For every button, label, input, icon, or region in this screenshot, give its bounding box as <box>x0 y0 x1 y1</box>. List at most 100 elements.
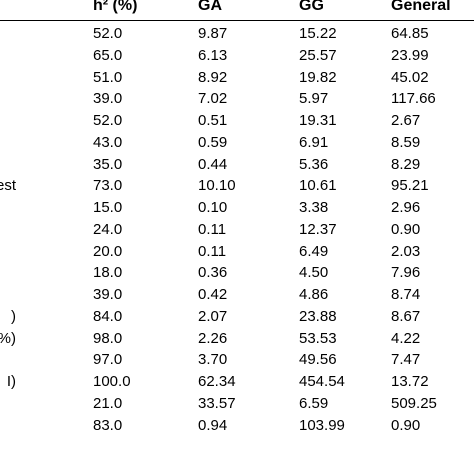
cell-general: 8.74 <box>391 286 421 303</box>
cell-general: 7.47 <box>391 351 421 369</box>
cell-ga: 9.87 <box>198 25 228 42</box>
cell-h2: 43.0 <box>93 133 123 151</box>
cell-h2: 15.0 <box>93 199 123 216</box>
header-ga: GA <box>198 0 222 14</box>
table-row: 21.0 33.57 6.59 509.25 <box>0 394 474 415</box>
cell-general: 8.29 <box>391 155 421 173</box>
cell-general: 45.02 <box>391 68 429 86</box>
cell-h2: 98.0 <box>93 329 123 347</box>
cell-gg: 5.97 <box>299 90 329 108</box>
cell-ga: 33.57 <box>198 394 236 412</box>
cell-ga: 0.59 <box>198 133 228 151</box>
cell-h2: 21.0 <box>93 394 123 412</box>
row-label: ) <box>11 307 16 325</box>
cell-gg: 19.82 <box>299 68 337 86</box>
cell-h2: 51.0 <box>93 68 123 86</box>
cell-ga: 10.10 <box>198 177 236 195</box>
cell-gg: 23.88 <box>299 307 337 325</box>
cell-general: 0.90 <box>391 416 421 434</box>
cell-gg: 4.86 <box>299 286 329 303</box>
row-label: est <box>0 177 16 195</box>
cell-h2: 52.0 <box>93 25 123 42</box>
cell-h2: 39.0 <box>93 286 123 303</box>
cell-h2: 39.0 <box>93 90 123 108</box>
table-row: 20.0 0.11 6.49 2.03 <box>0 242 474 263</box>
cell-gg: 6.59 <box>299 394 329 412</box>
cell-h2: 83.0 <box>93 416 123 434</box>
cell-ga: 0.44 <box>198 155 228 173</box>
cell-h2: 35.0 <box>93 155 123 173</box>
table-row: 52.0 9.87 15.22 64.85 <box>0 24 474 45</box>
table-row: %) 98.0 2.26 53.53 4.22 <box>0 329 474 350</box>
cell-general: 7.96 <box>391 264 421 282</box>
table-row: 39.0 7.02 5.97 117.66 <box>0 89 474 110</box>
table-row: 43.0 0.59 6.91 8.59 <box>0 133 474 154</box>
cell-ga: 0.11 <box>198 220 227 238</box>
table-row: 15.0 0.10 3.38 2.96 <box>0 198 474 219</box>
cell-gg: 15.22 <box>299 25 337 42</box>
table-row: I) 100.0 62.34 454.54 13.72 <box>0 372 474 393</box>
table-row: 39.0 0.42 4.86 8.74 <box>0 285 474 306</box>
cell-gg: 103.99 <box>299 416 345 434</box>
header-gg: GG <box>299 0 324 14</box>
cell-ga: 7.02 <box>198 90 228 108</box>
cell-ga: 2.07 <box>198 307 228 325</box>
cell-ga: 0.42 <box>198 286 228 303</box>
cell-general: 64.85 <box>391 25 429 42</box>
table-row: 97.0 3.70 49.56 7.47 <box>0 350 474 371</box>
cell-general: 8.59 <box>391 133 421 151</box>
table-header-row: h² (%) GA GG General <box>0 0 474 19</box>
cell-general: 13.72 <box>391 373 429 390</box>
cell-gg: 53.53 <box>299 329 337 347</box>
cell-general: 8.67 <box>391 307 421 325</box>
table-row: 65.0 6.13 25.57 23.99 <box>0 46 474 67</box>
cell-gg: 6.49 <box>299 242 329 260</box>
table-row: 35.0 0.44 5.36 8.29 <box>0 155 474 176</box>
table-row: 52.0 0.51 19.31 2.67 <box>0 111 474 132</box>
cell-gg: 6.91 <box>299 133 329 151</box>
cell-h2: 73.0 <box>93 177 123 195</box>
header-h2: h² (%) <box>93 0 138 14</box>
cell-gg: 19.31 <box>299 112 337 129</box>
header-general: General <box>391 0 451 14</box>
cell-h2: 20.0 <box>93 242 123 260</box>
cell-gg: 4.50 <box>299 264 329 282</box>
cell-gg: 49.56 <box>299 351 337 369</box>
cell-general: 23.99 <box>391 46 429 64</box>
cell-general: 509.25 <box>391 394 437 412</box>
cell-ga: 0.36 <box>198 264 228 282</box>
cell-ga: 2.26 <box>198 329 228 347</box>
cell-general: 2.03 <box>391 242 421 260</box>
table-row: 83.0 0.94 103.99 0.90 <box>0 416 474 437</box>
cell-h2: 100.0 <box>93 373 131 390</box>
cell-gg: 12.37 <box>299 220 337 238</box>
cell-ga: 0.51 <box>198 112 228 129</box>
cell-ga: 62.34 <box>198 373 236 390</box>
table-row: 18.0 0.36 4.50 7.96 <box>0 263 474 284</box>
cell-gg: 3.38 <box>299 199 329 216</box>
cell-ga: 6.13 <box>198 46 228 64</box>
header-rule <box>0 20 474 21</box>
cell-general: 2.96 <box>391 199 421 216</box>
cell-gg: 5.36 <box>299 155 329 173</box>
table-row: ) 84.0 2.07 23.88 8.67 <box>0 307 474 328</box>
cell-general: 95.21 <box>391 177 429 195</box>
table-row: 51.0 8.92 19.82 45.02 <box>0 68 474 89</box>
row-label: %) <box>0 329 16 347</box>
cell-h2: 24.0 <box>93 220 123 238</box>
row-label: I) <box>6 373 16 390</box>
cell-ga: 8.92 <box>198 68 228 86</box>
cell-ga: 0.10 <box>198 199 228 216</box>
cell-ga: 0.11 <box>198 242 227 260</box>
cell-general: 0.90 <box>391 220 421 238</box>
cell-h2: 52.0 <box>93 112 123 129</box>
table-row: 24.0 0.11 12.37 0.90 <box>0 220 474 241</box>
cell-general: 2.67 <box>391 112 421 129</box>
cell-h2: 65.0 <box>93 46 123 64</box>
cell-general: 4.22 <box>391 329 421 347</box>
cell-gg: 25.57 <box>299 46 337 64</box>
cell-h2: 97.0 <box>93 351 123 369</box>
cell-gg: 454.54 <box>299 373 345 390</box>
cell-h2: 18.0 <box>93 264 123 282</box>
